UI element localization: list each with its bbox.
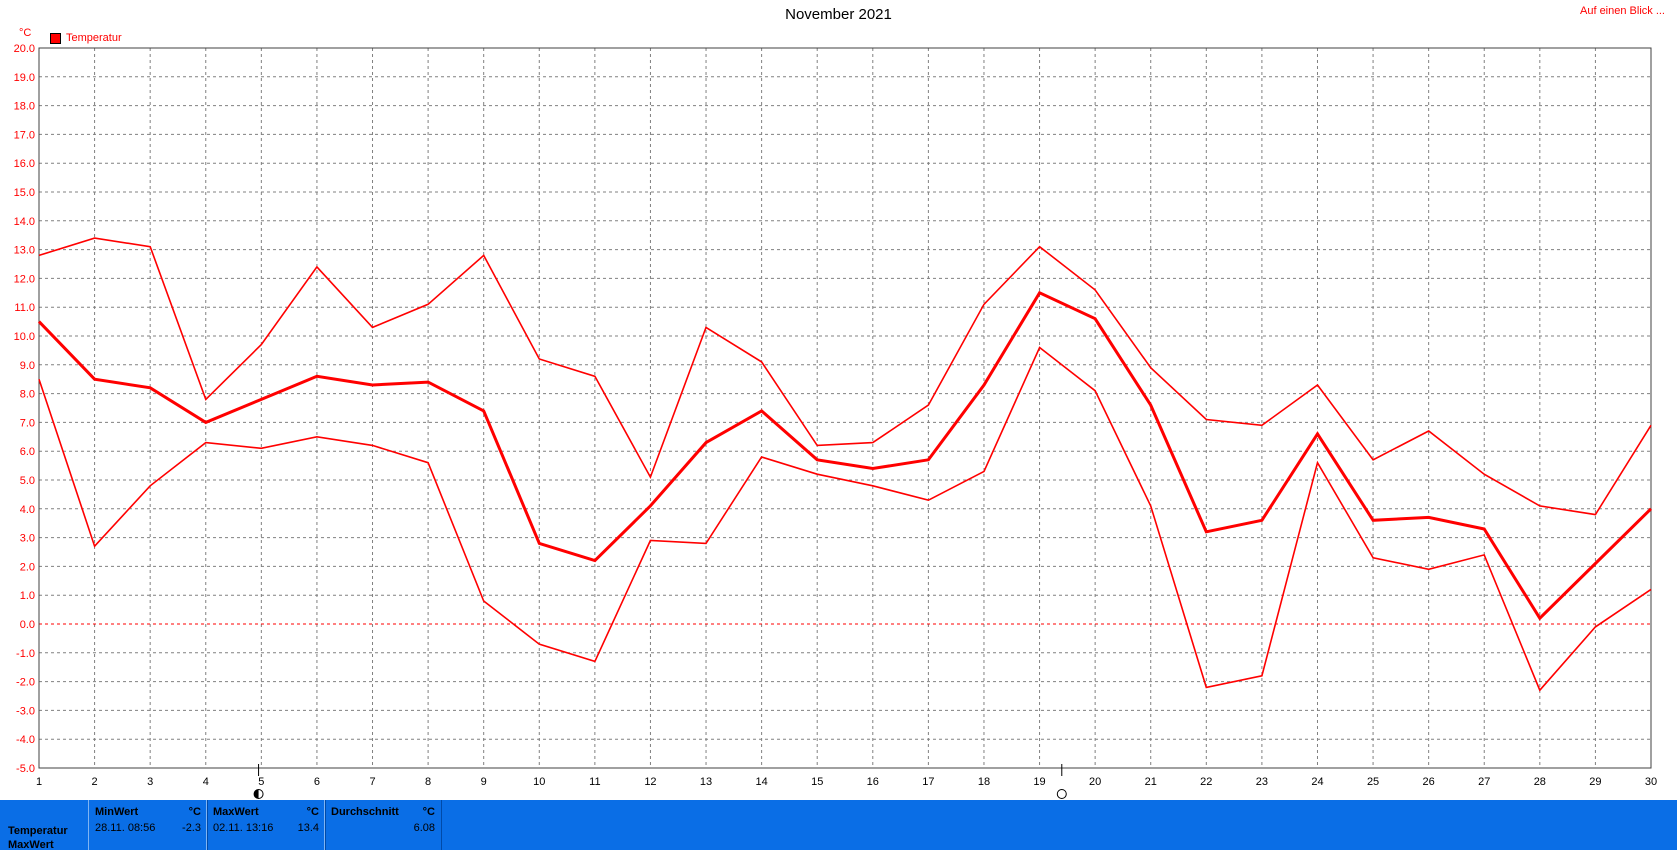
y-tick-label: 19.0 (14, 72, 35, 84)
y-tick-label: 14.0 (14, 216, 35, 228)
y-tick-label: 12.0 (14, 273, 35, 285)
x-tick-label: 22 (1200, 776, 1212, 788)
x-tick-label: 1 (36, 776, 42, 788)
x-tick-labels: 1 2 3 4 5 6 7 8 9 10 11 12 13 14 15 16 17 18 19 20 21 22 23 24 2… (36, 776, 1657, 788)
y-tick-label: 17.0 (14, 129, 35, 141)
moon-markers (253, 764, 1067, 799)
x-tick-label: 7 (369, 776, 375, 788)
x-tick-label: 9 (481, 776, 487, 788)
stat-date: 28.11. 08:56 (95, 822, 156, 834)
x-tick-label: 21 (1145, 776, 1157, 788)
x-tick-label: 12 (644, 776, 656, 788)
x-tick-label: 5 (258, 776, 264, 788)
x-tick-label: 30 (1645, 776, 1657, 788)
stat-box-max: MaxWert °C 02.11. 13:16 13.4 (206, 800, 326, 850)
glance-link[interactable]: Auf einen Blick ... (1580, 5, 1665, 17)
y-tick-label: 18.0 (14, 101, 35, 113)
full-moon-icon (1056, 789, 1067, 799)
legend-label: Temperatur (66, 32, 122, 44)
x-tick-label: 3 (147, 776, 153, 788)
x-tick-label: 10 (533, 776, 545, 788)
series-line-mean (37, 290, 1653, 621)
legend-swatch (50, 32, 61, 44)
x-tick-label: 8 (425, 776, 431, 788)
x-tick-label: 13 (700, 776, 712, 788)
x-tick-label: 15 (811, 776, 823, 788)
stat-unit: °C (188, 806, 201, 818)
y-tick-label: 7.0 (20, 417, 35, 429)
y-tick-label: 15.0 (14, 187, 35, 199)
x-tick-label: 24 (1311, 776, 1323, 788)
x-tick-label: 4 (203, 776, 209, 788)
y-tick-label: 3.0 (20, 533, 35, 545)
x-tick-label: 28 (1534, 776, 1546, 788)
x-tick-label: 23 (1256, 776, 1268, 788)
y-tick-label: -4.0 (16, 734, 35, 746)
stat-date: 02.11. 13:16 (213, 822, 274, 834)
x-tick-label: 11 (589, 776, 600, 788)
chart-title: November 2021 (785, 6, 892, 23)
y-tick-label: 2.0 (20, 561, 35, 573)
y-tick-label: 4.0 (20, 504, 35, 516)
legend: Temperatur (50, 32, 122, 44)
stat-unit: °C (306, 806, 319, 818)
y-tick-label: 11.0 (14, 302, 35, 314)
plot-frame (38, 47, 1652, 769)
y-tick-label: 20.0 (14, 43, 35, 55)
x-tick-label: 27 (1478, 776, 1490, 788)
stat-value: 6.08 (413, 822, 435, 834)
stat-head: Durchschnitt (331, 806, 399, 818)
stat-value: -2.3 (182, 822, 201, 834)
y-tick-label: 8.0 (20, 389, 35, 401)
x-tick-label: 16 (867, 776, 879, 788)
y-tick-labels: -5.0 -4.0 -3.0 -2.0 -1.0 0.0 1.0 2.0 3.0 4.0 5.0 6.… (14, 43, 35, 775)
x-tick-label: 18 (978, 776, 990, 788)
x-tick-label: 14 (755, 776, 767, 788)
stats-bar: Temperatur MaxWert MinWert °C 28.11. 08:… (0, 800, 1677, 852)
series-line-min (38, 346, 1652, 692)
chart: -5.0 -4.0 -3.0 -2.0 -1.0 0.0 1.0 2.0 3.0 4.0 5.0 6.… (14, 43, 1657, 799)
series-lines (37, 237, 1653, 692)
quarter-moon-shade (254, 789, 259, 799)
y-tick-label: 1.0 (20, 590, 35, 602)
stat-box-min: MinWert °C 28.11. 08:56 -2.3 (88, 800, 208, 850)
x-tick-label: 2 (92, 776, 98, 788)
x-tick-label: 20 (1089, 776, 1101, 788)
stats-row-labels: Temperatur MaxWert (8, 824, 68, 852)
stat-head: MinWert (95, 806, 139, 818)
y-tick-label: 0.0 (20, 619, 35, 631)
y-tick-label: 5.0 (20, 475, 35, 487)
stat-value: 13.4 (297, 822, 319, 834)
x-tick-label: 26 (1423, 776, 1435, 788)
y-tick-label: -2.0 (16, 677, 35, 689)
y-axis-unit: °C (19, 27, 32, 39)
axes (38, 47, 1652, 769)
y-tick-label: -5.0 (16, 763, 35, 775)
x-tick-label: 29 (1589, 776, 1601, 788)
x-tick-label: 6 (314, 776, 320, 788)
x-tick-label: 19 (1033, 776, 1045, 788)
stats-row-label: Temperatur (8, 825, 68, 837)
stat-unit: °C (422, 806, 435, 818)
y-tick-label: 10.0 (14, 331, 35, 343)
series-line-max (38, 237, 1652, 516)
y-tick-label: -3.0 (16, 705, 35, 717)
grid (39, 48, 1651, 768)
y-tick-label: 6.0 (20, 446, 35, 458)
x-tick-label: 17 (922, 776, 934, 788)
x-tick-label: 25 (1367, 776, 1379, 788)
y-tick-label: -1.0 (16, 648, 35, 660)
stat-head: MaxWert (213, 806, 259, 818)
stat-box-average: Durchschnitt °C 6.08 (324, 800, 442, 850)
y-tick-label: 16.0 (14, 158, 35, 170)
y-tick-label: 13.0 (14, 245, 35, 257)
y-tick-label: 9.0 (20, 360, 35, 372)
stats-row-label: MaxWert (8, 839, 54, 851)
